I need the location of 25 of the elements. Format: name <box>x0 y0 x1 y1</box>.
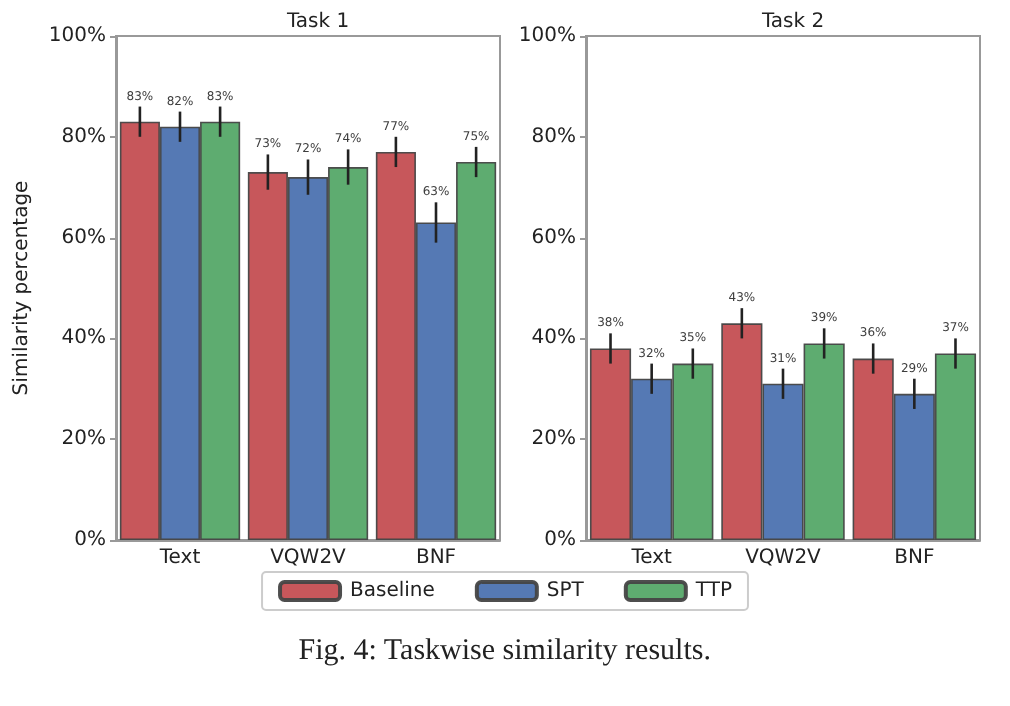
y-tick-label: 0% <box>544 529 576 551</box>
x-tick-label: VQW2V <box>270 547 347 569</box>
x-tick-label: BNF <box>894 547 935 569</box>
y-tick-label: 20% <box>61 428 106 451</box>
x-tick-label: Text <box>629 547 673 569</box>
y-tick-label: 100% <box>518 25 576 47</box>
y-tick-label: 80% <box>61 125 106 148</box>
chart-title: Task 2 <box>759 11 825 33</box>
x-tick-label: Text <box>157 547 201 569</box>
y-tick-label: 0% <box>74 529 106 551</box>
y-tick-label: 20% <box>531 428 576 451</box>
x-tick-label: VQW2V <box>745 547 822 569</box>
legend-label: SPT <box>546 580 586 602</box>
caption: Fig. 4: Taskwise similarity results. <box>298 635 711 667</box>
y-tick-label: 60% <box>61 226 106 249</box>
y-tick-label: 60% <box>531 226 576 249</box>
chart-title: Task 1 <box>284 11 350 33</box>
y-tick-label: 40% <box>531 327 576 350</box>
x-tick-label: BNF <box>415 547 457 569</box>
y-tick-label: 80% <box>531 125 576 148</box>
legend-label: TTP <box>693 580 732 602</box>
legend-label: Baseline <box>350 580 435 602</box>
y-tick-label: 100% <box>48 25 106 47</box>
y-tick-label: 40% <box>61 327 106 350</box>
y-axis-title: Similarity percentage <box>11 180 33 396</box>
